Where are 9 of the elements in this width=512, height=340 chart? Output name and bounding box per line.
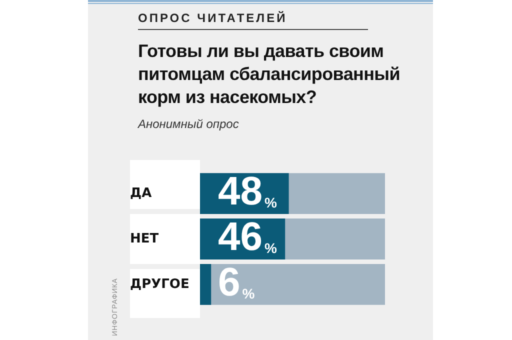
y-tick-label: НЕТ — [130, 231, 159, 246]
chart-title: Готовы ли вы давать своим питомцам сбалансированный корм из насекомых? — [138, 40, 402, 109]
data-label: 48% — [218, 170, 278, 214]
data-label: 6% — [218, 260, 256, 304]
data-label: 46% — [218, 215, 278, 260]
y-tick-label: ДРУГОЕ — [130, 276, 190, 292]
chart-subtitle: ОПРОС ЧИТАТЕЛЕЙ — [138, 11, 288, 25]
y-tick-label: ДА — [130, 186, 152, 201]
text: Анонимный опрос — [138, 117, 239, 131]
